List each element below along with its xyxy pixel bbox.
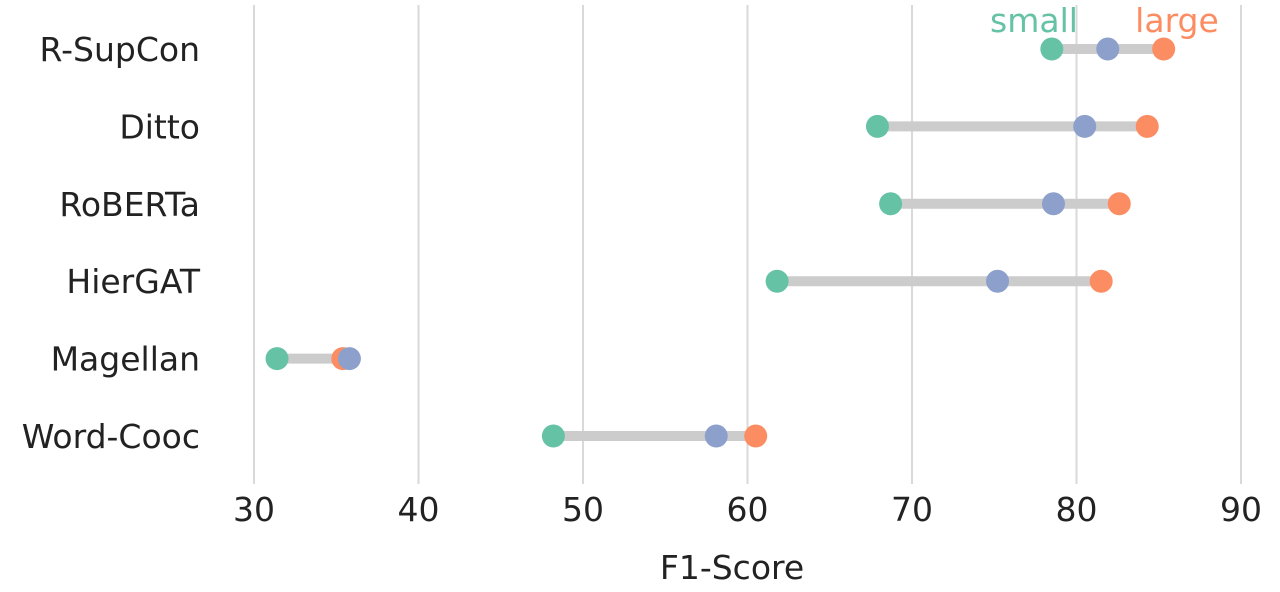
range-lines [272,44,1169,441]
dot-small-r-supcon [1040,37,1064,61]
dot-medium-roberta [1041,192,1065,216]
legend-entry-small: small [990,1,1078,40]
category-label: RoBERTa [59,185,200,224]
x-tick-label-70: 70 [891,490,933,529]
category-label: R-SupCon [40,30,200,69]
dot-large-word-cooc [744,424,768,448]
legend-entry-large: large [1135,1,1219,40]
legend: small large [990,1,1219,40]
x-tick-label-60: 60 [727,490,769,529]
x-tick-label-40: 40 [398,490,440,529]
dot-medium-ditto [1073,114,1097,138]
x-axis-title: F1-Score [660,548,804,587]
dot-large-ditto [1135,114,1159,138]
x-tick-label-50: 50 [562,490,604,529]
dot-medium-r-supcon [1096,37,1120,61]
category-label: Ditto [119,107,200,146]
category-label: HierGAT [66,262,200,301]
category-labels: R-SupCon Ditto RoBERTa HierGAT Magellan Word-… [22,30,201,456]
dot-small-word-cooc [541,424,565,448]
dot-small-hiergat [765,269,789,293]
dot-medium-word-cooc [704,424,728,448]
x-tick-label-80: 80 [1056,490,1098,529]
dot-small-roberta [879,192,903,216]
category-label: Magellan [51,340,200,379]
dot-large-hiergat [1089,269,1113,293]
x-tick-labels: 30 40 50 60 70 80 90 [233,490,1262,529]
x-tick-label-90: 90 [1220,490,1262,529]
grid-lines [253,5,1242,484]
category-label: Word-Cooc [22,417,200,456]
data-points [265,37,1176,448]
dot-medium-hiergat [986,269,1010,293]
dot-medium-magellan [337,347,361,371]
dot-small-magellan [265,347,289,371]
dot-large-roberta [1107,192,1131,216]
dot-large-r-supcon [1152,37,1176,61]
dot-small-ditto [865,114,889,138]
x-tick-label-30: 30 [233,490,275,529]
